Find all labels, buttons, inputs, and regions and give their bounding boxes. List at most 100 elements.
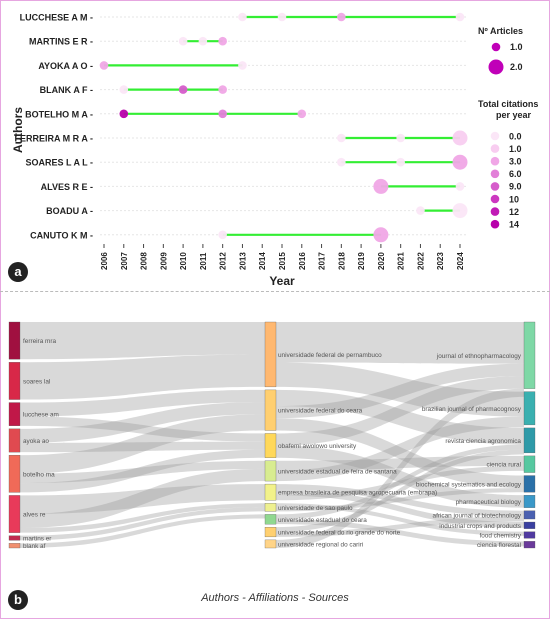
sankey-node xyxy=(264,389,277,431)
legend-articles-label: 1.0 xyxy=(510,42,523,52)
sankey-link xyxy=(276,455,524,471)
panel-label-b: b xyxy=(8,590,28,610)
legend-citations-swatch xyxy=(490,194,500,204)
article-point xyxy=(178,36,188,46)
legend-citations-swatch xyxy=(490,144,500,153)
sankey-node xyxy=(264,514,277,525)
sankey-node-label: revista ciencia agronomica xyxy=(445,438,521,445)
article-point xyxy=(178,85,188,94)
sankey-chart: ferreira mra soares lal lucchese am ayoka a… xyxy=(8,321,536,550)
legend-citations-swatch xyxy=(490,182,500,191)
legend-articles-title: Nº Articles xyxy=(478,26,523,36)
sankey-link xyxy=(20,402,265,443)
legend-citations-swatch xyxy=(490,207,500,216)
sankey-node xyxy=(523,521,536,529)
sankey-link xyxy=(276,388,524,548)
legend-articles-swatch xyxy=(488,59,504,75)
sankey-link xyxy=(276,488,524,512)
sankey-link xyxy=(276,519,524,547)
sankey-node-label: universidade estadual de feira de santan… xyxy=(278,468,397,475)
sankey-node-label: ferreira mra xyxy=(23,338,56,345)
sankey-link xyxy=(20,507,265,541)
article-point xyxy=(99,61,109,70)
legend-citations-title: per year xyxy=(496,110,532,120)
x-tick-label: 2010 xyxy=(179,252,188,270)
article-point xyxy=(416,206,425,215)
author-label: BOADU A - xyxy=(46,206,93,216)
article-point xyxy=(455,12,465,22)
sankey-link xyxy=(276,416,524,482)
sankey-link xyxy=(276,322,524,364)
x-tick-label: 2012 xyxy=(219,252,228,270)
legend-citations-label: 3.0 xyxy=(509,157,522,167)
sankey-node xyxy=(523,510,536,520)
sankey-node xyxy=(8,362,21,400)
sankey-link xyxy=(20,484,265,515)
sankey-node xyxy=(523,391,536,426)
article-point xyxy=(277,12,287,22)
article-point xyxy=(455,182,465,191)
sankey-node-label: obafemi awolowo university xyxy=(278,443,357,450)
article-point xyxy=(337,12,346,22)
sankey-caption: Authors - Affiliations - Sources xyxy=(201,592,349,604)
sankey-link xyxy=(20,414,265,474)
sankey-link xyxy=(276,444,524,520)
x-tick-label: 2021 xyxy=(397,252,406,270)
sankey-link xyxy=(276,363,524,419)
article-point xyxy=(396,133,405,143)
legend-citations-label: 12 xyxy=(509,207,519,217)
sankey-node xyxy=(8,428,21,453)
sankey-node-label: african journal of biotechnology xyxy=(433,512,522,519)
x-tick-label: 2011 xyxy=(199,252,208,270)
legend-citations-swatch xyxy=(490,131,500,141)
article-point xyxy=(218,109,227,119)
sankey-link xyxy=(276,449,524,533)
legend-citations-title: Total citations xyxy=(478,99,538,109)
legend-citations-label: 1.0 xyxy=(509,144,522,154)
legend-articles-swatch xyxy=(491,42,501,52)
sankey-node xyxy=(264,483,277,501)
sankey-node-label: brazilian journal of pharmacognosy xyxy=(422,406,522,413)
sankey-node-label: lucchese am xyxy=(23,412,59,419)
article-point xyxy=(218,85,227,94)
sankey-node-label: universidade federal de pernambuco xyxy=(278,352,382,359)
x-tick-label: 2008 xyxy=(140,252,149,270)
x-tick-label: 2009 xyxy=(159,252,168,270)
sankey-node-label: ciencia rural xyxy=(487,462,521,469)
sankey-link xyxy=(20,416,265,442)
sankey-node xyxy=(8,402,21,426)
sankey-link xyxy=(20,468,265,529)
sankey-link xyxy=(20,460,265,484)
x-tick-label: 2015 xyxy=(278,252,287,270)
sankey-node xyxy=(264,433,277,458)
author-timeline-chart: LUCCHESE A M - MARTINS E R - AYOKA A O - BL… xyxy=(11,13,538,289)
sankey-link xyxy=(20,322,265,360)
x-axis-title: Year xyxy=(269,274,295,288)
sankey-link xyxy=(20,441,265,453)
legend-citations-label: 6.0 xyxy=(509,169,522,179)
sankey-link xyxy=(276,389,524,445)
sankey-link xyxy=(276,516,524,537)
legend-citations-label: 10 xyxy=(509,194,519,204)
sankey-node-label: ciencia florestal xyxy=(477,542,521,549)
sankey-node xyxy=(8,495,21,533)
article-point xyxy=(119,85,129,94)
sankey-link xyxy=(20,354,265,400)
x-tick-label: 2024 xyxy=(456,252,465,270)
sankey-node-label: ayoka ao xyxy=(23,438,49,445)
article-point xyxy=(337,133,346,143)
x-tick-label: 2007 xyxy=(120,252,129,270)
sankey-link xyxy=(20,389,265,417)
legend-citations-label: 14 xyxy=(509,220,519,230)
x-tick-label: 2023 xyxy=(436,252,445,270)
sankey-node-label: journal of ethnopharmacology xyxy=(436,353,522,360)
article-point xyxy=(218,36,227,46)
sankey-node xyxy=(8,535,21,541)
sankey-node-label: alves re xyxy=(23,512,46,519)
author-label: AYOKA A O - xyxy=(38,61,93,71)
article-point xyxy=(452,154,468,170)
article-point xyxy=(337,157,346,167)
panel-divider xyxy=(0,291,550,292)
sankey-link xyxy=(276,465,524,501)
